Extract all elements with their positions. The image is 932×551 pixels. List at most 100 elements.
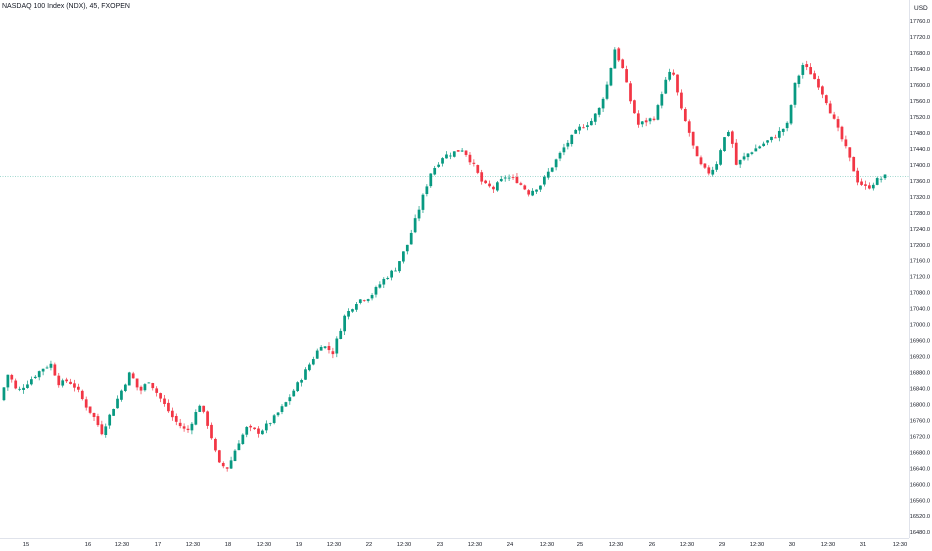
candle-up — [29, 379, 33, 385]
candle-down — [96, 416, 100, 426]
candle-down — [135, 378, 139, 388]
candle-up — [715, 164, 719, 170]
price-tick-label: 16920.0 — [910, 355, 930, 361]
candle-down — [625, 69, 628, 83]
candle-down — [76, 386, 80, 390]
candle-up — [358, 299, 362, 303]
time-tick-label: 12:30 — [397, 542, 412, 548]
candle-up — [143, 384, 147, 391]
price-tick-label: 16840.0 — [910, 386, 930, 392]
candle-up — [738, 159, 742, 165]
candle-up — [601, 98, 605, 109]
price-tick-label: 16720.0 — [910, 434, 930, 440]
candle-up — [347, 311, 350, 317]
candle-up — [562, 147, 566, 153]
candle-down — [480, 172, 484, 182]
candle-up — [233, 450, 237, 462]
candle-down — [699, 157, 703, 165]
candle-up — [413, 218, 417, 233]
candle-down — [687, 121, 691, 133]
candle-up — [785, 122, 789, 129]
candle-up — [2, 387, 6, 401]
candle-down — [860, 181, 863, 185]
candle-down — [468, 154, 472, 163]
time-tick-label: 12:30 — [609, 542, 624, 548]
candle-down — [774, 137, 777, 139]
price-tick-label: 17000.0 — [910, 323, 930, 329]
candle-up — [288, 397, 292, 402]
candle-up — [296, 382, 300, 392]
candle-down — [155, 388, 159, 393]
price-tick-label: 17720.0 — [910, 35, 930, 41]
candle-up — [770, 136, 773, 141]
currency-label: USD — [914, 5, 928, 12]
candle-down — [178, 422, 182, 427]
candle-down — [805, 64, 809, 68]
candle-up — [386, 277, 390, 279]
candle-up — [61, 380, 65, 386]
candle-down — [813, 73, 816, 80]
price-tick-label: 17360.0 — [910, 179, 930, 185]
candle-down — [10, 374, 14, 380]
time-tick-label: 12:30 — [468, 542, 483, 548]
time-tick-labels: 15 16 12:30 17 12:30 18 12:30 19 12:30 22 12:30 23 1… — [23, 542, 907, 548]
price-tick-label: 16760.0 — [910, 418, 930, 424]
candle-up — [503, 177, 507, 179]
time-tick-label: 15 — [23, 542, 29, 548]
candle-down — [844, 139, 848, 147]
time-tick-label: 12:30 — [257, 542, 272, 548]
price-tick-label: 17480.0 — [910, 131, 930, 137]
candle-down — [186, 428, 190, 431]
candle-up — [762, 143, 766, 147]
candle-down — [691, 131, 695, 146]
candle-down — [680, 92, 683, 109]
candle-up — [378, 284, 382, 288]
candle-down — [139, 386, 143, 391]
candle-up — [198, 405, 202, 412]
candle-up — [797, 75, 801, 85]
candle-up — [640, 121, 644, 125]
candle-up — [766, 140, 769, 143]
candle-down — [515, 176, 519, 184]
candle-up — [801, 65, 805, 75]
candle-down — [824, 95, 828, 104]
candle-down — [683, 109, 687, 122]
candle-up — [609, 68, 613, 86]
candle-down — [159, 393, 162, 399]
time-tick-label: 25 — [577, 542, 583, 548]
time-axis[interactable] — [0, 538, 909, 551]
candle-down — [582, 127, 585, 129]
candle-down — [80, 390, 84, 400]
candle-up — [437, 164, 440, 167]
candle-down — [676, 74, 679, 93]
time-tick-label: 23 — [437, 542, 443, 548]
candle-up — [292, 390, 296, 397]
candle-down — [629, 83, 632, 102]
candle-up — [554, 159, 558, 168]
price-tick-label: 16960.0 — [910, 339, 930, 345]
price-axis[interactable] — [909, 0, 932, 538]
price-tick-label: 17160.0 — [910, 259, 930, 265]
candle-up — [315, 350, 319, 359]
candle-up — [449, 155, 452, 157]
price-tick-label: 16560.0 — [910, 498, 930, 504]
candle-up — [460, 150, 464, 152]
price-tick-label: 16880.0 — [910, 371, 930, 377]
candle-up — [26, 384, 29, 388]
candle-up — [495, 182, 499, 191]
time-tick-label: 19 — [296, 542, 302, 548]
candle-up — [429, 173, 433, 187]
candle-down — [253, 427, 256, 430]
candle-up — [45, 367, 49, 369]
time-tick-label: 22 — [366, 542, 372, 548]
candle-down — [225, 467, 229, 469]
candle-up — [120, 390, 123, 400]
price-tick-label: 16680.0 — [910, 450, 930, 456]
candle-up — [570, 134, 574, 145]
candle-up — [237, 443, 241, 451]
time-tick-label: 31 — [860, 542, 866, 548]
candle-down — [832, 114, 836, 119]
candle-up — [593, 113, 597, 122]
